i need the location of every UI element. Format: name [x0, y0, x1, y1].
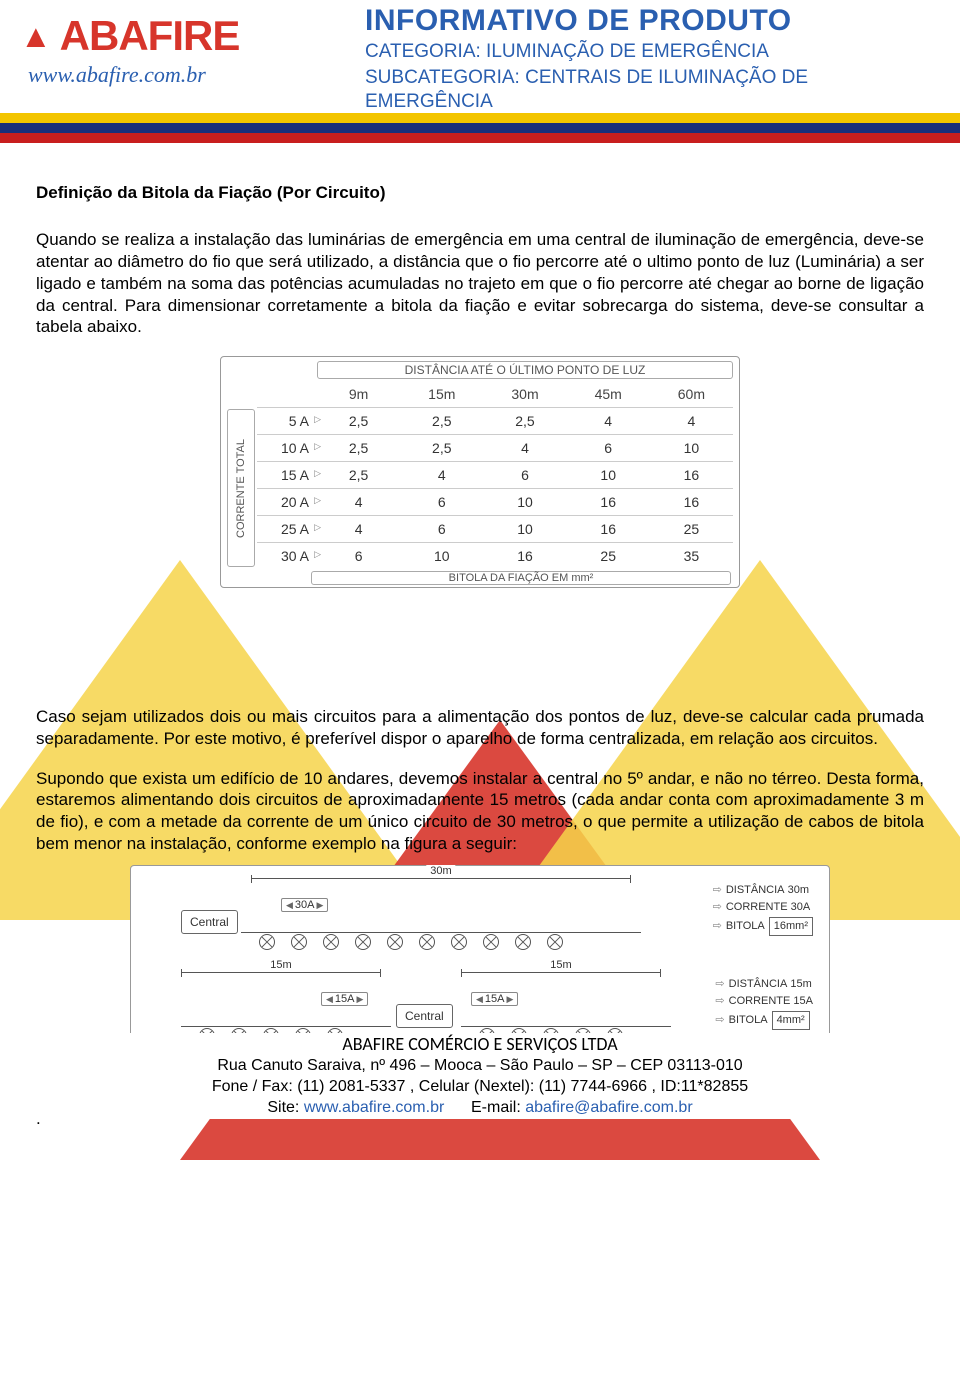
table-cell: 16 — [483, 542, 566, 569]
footer: ABAFIRE COMÉRCIO E SERVIÇOS LTDA Rua Can… — [0, 1033, 960, 1119]
table-cell: 6 — [400, 488, 483, 515]
footer-site-url: www.abafire.com.br — [304, 1099, 445, 1116]
table-col-header: 30m — [483, 381, 566, 407]
stripe-blue — [0, 123, 960, 133]
table-cell: 10 — [483, 515, 566, 542]
document-title: INFORMATIVO DE PRODUTO — [365, 4, 940, 38]
table-cell: 4 — [400, 461, 483, 488]
table-row-label: 5 A — [257, 407, 317, 434]
lamp-icon — [291, 934, 307, 950]
stripe-red — [0, 133, 960, 143]
lamp-icon — [483, 934, 499, 950]
footer-phones: Fone / Fax: (11) 2081-5337 , Celular (Ne… — [0, 1077, 960, 1098]
circuit-a-distance: 30m — [426, 865, 455, 877]
table-row-label: 20 A — [257, 488, 317, 515]
lamp-icon — [419, 934, 435, 950]
logo: ▲ ABAFIRE — [20, 12, 365, 60]
flame-icon: ▲ — [20, 18, 52, 55]
table-cell: 6 — [567, 434, 650, 461]
circuit-b-left-distance: 15m — [266, 959, 295, 971]
section-title: Definição da Bitola da Fiação (Por Circu… — [36, 183, 924, 203]
wire-gauge-table: DISTÂNCIA ATÉ O ÚLTIMO PONTO DE LUZ 9m15… — [220, 356, 740, 588]
footer-email: abafire@abafire.com.br — [525, 1099, 692, 1116]
table-cell: 2,5 — [483, 407, 566, 434]
table-col-header: 15m — [400, 381, 483, 407]
table-top-title: DISTÂNCIA ATÉ O ÚLTIMO PONTO DE LUZ — [317, 361, 733, 379]
circuit-a: 30m 30A Central DISTÂNCIA 30m CORRENTE 3… — [141, 876, 819, 960]
table-side-title: CORRENTE TOTAL — [227, 409, 255, 567]
table-cell: 4 — [317, 488, 400, 515]
paragraph-2: Caso sejam utilizados dois ou mais circu… — [36, 706, 924, 750]
paragraph-1: Quando se realiza a instalação das lumin… — [36, 229, 924, 338]
table-cell: 4 — [567, 407, 650, 434]
table-row-label: 10 A — [257, 434, 317, 461]
table-col-header: 45m — [567, 381, 650, 407]
table-col-header: 60m — [650, 381, 733, 407]
table-cell: 2,5 — [317, 434, 400, 461]
footer-links: Site: www.abafire.com.br E-mail: abafire… — [0, 1098, 960, 1119]
lamp-icon — [451, 934, 467, 950]
paragraph-3: Supondo que exista um edifício de 10 and… — [36, 768, 924, 855]
table-cell: 2,5 — [317, 407, 400, 434]
lamp-icon — [515, 934, 531, 950]
circuit-b-left-current: 15A — [321, 992, 368, 1006]
table-cell: 16 — [567, 515, 650, 542]
table-cell: 16 — [650, 461, 733, 488]
logo-text: ABAFIRE — [60, 12, 240, 60]
table-cell: 6 — [483, 461, 566, 488]
table-row-label: 15 A — [257, 461, 317, 488]
table-cell: 2,5 — [317, 461, 400, 488]
lamp-icon — [547, 934, 563, 950]
lamp-icon — [323, 934, 339, 950]
table-cell: 35 — [650, 542, 733, 569]
central-box-a: Central — [181, 910, 238, 934]
circuit-b-right-distance: 15m — [546, 959, 575, 971]
logo-url: www.abafire.com.br — [28, 62, 365, 88]
lamp-icon — [387, 934, 403, 950]
table-cell: 25 — [650, 515, 733, 542]
table-cell: 10 — [400, 542, 483, 569]
table-cell: 25 — [567, 542, 650, 569]
stripe-yellow — [0, 113, 960, 123]
table-row-label: 30 A — [257, 542, 317, 569]
table-bottom-title: BITOLA DA FIAÇÃO EM mm² — [311, 571, 731, 585]
circuit-b-right-current: 15A — [471, 992, 518, 1006]
table-cell: 4 — [483, 434, 566, 461]
lamp-icon — [355, 934, 371, 950]
circuit-a-info: DISTÂNCIA 30m CORRENTE 30A BITOLA16mm² — [713, 882, 813, 937]
document-category: CATEGORIA: ILUMINAÇÃO DE EMERGÊNCIA — [365, 40, 940, 64]
table-cell: 4 — [317, 515, 400, 542]
table-cell: 6 — [400, 515, 483, 542]
table-row-label: 25 A — [257, 515, 317, 542]
circuit-a-current: 30A — [281, 898, 328, 912]
footer-company: ABAFIRE COMÉRCIO E SERVIÇOS LTDA — [0, 1033, 960, 1056]
table-cell: 4 — [650, 407, 733, 434]
table-cell: 10 — [650, 434, 733, 461]
table-cell: 6 — [317, 542, 400, 569]
circuit-b-info: DISTÂNCIA 15m CORRENTE 15A BITOLA4mm² — [715, 976, 813, 1031]
header: ▲ ABAFIRE www.abafire.com.br INFORMATIVO… — [0, 0, 960, 113]
table-cell: 2,5 — [400, 407, 483, 434]
lamp-icon — [259, 934, 275, 950]
table-cell: 16 — [567, 488, 650, 515]
table-col-header: 9m — [317, 381, 400, 407]
footer-address: Rua Canuto Saraiva, nº 496 – Mooca – São… — [0, 1056, 960, 1077]
table-cell: 16 — [650, 488, 733, 515]
table-cell: 10 — [567, 461, 650, 488]
table-cell: 10 — [483, 488, 566, 515]
central-box-b: Central — [396, 1004, 453, 1028]
table-cell: 2,5 — [400, 434, 483, 461]
document-subcategory: SUBCATEGORIA: CENTRAIS DE ILUMINAÇÃO DE … — [365, 66, 940, 114]
